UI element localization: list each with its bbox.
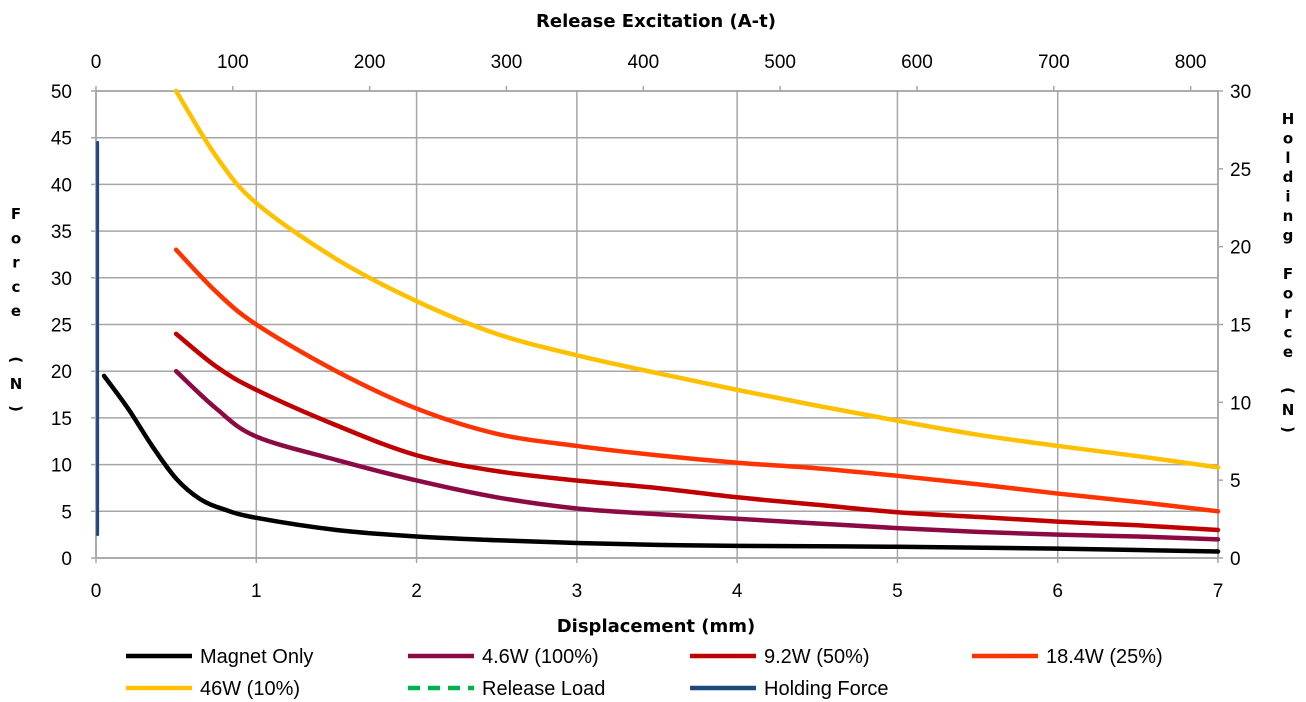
y2-tick-label: 20 bbox=[1230, 238, 1251, 259]
y-tick-label: 45 bbox=[51, 129, 72, 150]
y2-tick-label: 25 bbox=[1230, 160, 1251, 181]
x2-tick-label: 400 bbox=[627, 52, 659, 73]
axis-title-letter: F bbox=[11, 205, 21, 223]
x-tick-label: 6 bbox=[1052, 581, 1063, 602]
axis-title-letter: e bbox=[1283, 343, 1293, 361]
legend: Magnet Only 4.6W (100%) 9.2W (50%) 18.4W (2… bbox=[126, 646, 1163, 700]
y-tick-label: 20 bbox=[51, 362, 72, 383]
x-tick-label: 2 bbox=[411, 581, 422, 602]
legend-label-3: 18.4W (25%) bbox=[1046, 646, 1163, 668]
y-tick-label: 25 bbox=[51, 316, 72, 337]
y2-tick-label: 0 bbox=[1230, 549, 1241, 570]
y2-tick-label: 5 bbox=[1230, 471, 1241, 492]
axis-title-letter: n bbox=[1283, 207, 1294, 225]
series-line-0 bbox=[101, 373, 1221, 554]
axis-title-letter: ) bbox=[7, 405, 25, 412]
legend-label-5: Release Load bbox=[482, 678, 605, 700]
axis-title-letter: e bbox=[11, 302, 21, 320]
top-axis-title: Release Excitation (A-t) bbox=[536, 11, 776, 32]
y-tick-label: 10 bbox=[51, 456, 72, 477]
y-tick-label: 30 bbox=[51, 269, 72, 290]
axis-title-letter: ( bbox=[1279, 387, 1297, 394]
axis-title-letter: r bbox=[1284, 304, 1292, 322]
axis-title-letter: o bbox=[1283, 129, 1293, 147]
x-tick-label: 7 bbox=[1213, 581, 1224, 602]
axis-title-letter: ( bbox=[7, 356, 25, 363]
axis-title-letter: H bbox=[1282, 110, 1295, 128]
series-line-2 bbox=[173, 331, 1221, 533]
x-axis-title: Displacement (mm) bbox=[557, 616, 756, 637]
axis-title-letter: ) bbox=[1279, 426, 1297, 433]
axis-title-letter: c bbox=[12, 278, 21, 296]
x2-tick-label: 500 bbox=[764, 52, 796, 73]
x-tick-label: 1 bbox=[251, 581, 262, 602]
legend-label-2: 9.2W (50%) bbox=[764, 646, 870, 668]
axis-title-letter: o bbox=[1283, 285, 1293, 303]
x-tick-label: 0 bbox=[91, 581, 102, 602]
axis-title-letter: l bbox=[1285, 149, 1290, 167]
x2-tick-label: 200 bbox=[354, 52, 386, 73]
axis-title-letter: N bbox=[1282, 401, 1295, 419]
y-tick-label: 35 bbox=[51, 222, 72, 243]
y-tick-label: 40 bbox=[51, 175, 72, 196]
series-line-1 bbox=[173, 368, 1221, 542]
series-lines bbox=[96, 88, 1221, 554]
x2-tick-label: 0 bbox=[91, 52, 102, 73]
axis-title-letter: d bbox=[1283, 168, 1294, 186]
y-tick-label: 50 bbox=[51, 82, 72, 103]
x2-tick-label: 800 bbox=[1175, 52, 1207, 73]
axis-title-letter: r bbox=[12, 254, 20, 272]
legend-label-0: Magnet Only bbox=[200, 646, 313, 668]
axis-title-letter: N bbox=[10, 375, 23, 393]
x2-tick-label: 100 bbox=[217, 52, 249, 73]
axis-title-letter: o bbox=[11, 229, 21, 247]
x2-tick-label: 600 bbox=[901, 52, 933, 73]
legend-label-1: 4.6W (100%) bbox=[482, 646, 599, 668]
y-tick-label: 5 bbox=[61, 502, 72, 523]
axis-title-letter: i bbox=[1285, 188, 1290, 206]
axis-title-letter: F bbox=[1283, 265, 1293, 283]
legend-label-4: 46W (10%) bbox=[200, 678, 300, 700]
y-tick-label: 0 bbox=[61, 549, 72, 570]
y2-tick-label: 15 bbox=[1230, 316, 1251, 337]
x2-tick-label: 700 bbox=[1038, 52, 1070, 73]
y-tick-label: 15 bbox=[51, 409, 72, 430]
tick-labels: 0 1 2 3 4 5 6 70 100 200 300 400 500 600 700 8000510152… bbox=[51, 52, 1251, 602]
y-axis-title: Force ( N) bbox=[7, 205, 25, 412]
series-line-4 bbox=[173, 88, 1221, 470]
legend-label-6: Holding Force bbox=[764, 678, 889, 700]
axis-title-letter: c bbox=[1284, 323, 1293, 341]
x-tick-label: 5 bbox=[892, 581, 903, 602]
y2-tick-label: 30 bbox=[1230, 82, 1251, 103]
x-tick-label: 4 bbox=[732, 581, 743, 602]
series-line-3 bbox=[173, 247, 1221, 514]
x2-tick-label: 300 bbox=[491, 52, 523, 73]
axis-title-letter: g bbox=[1283, 226, 1294, 244]
y2-tick-label: 10 bbox=[1230, 393, 1251, 414]
x-tick-label: 3 bbox=[572, 581, 583, 602]
